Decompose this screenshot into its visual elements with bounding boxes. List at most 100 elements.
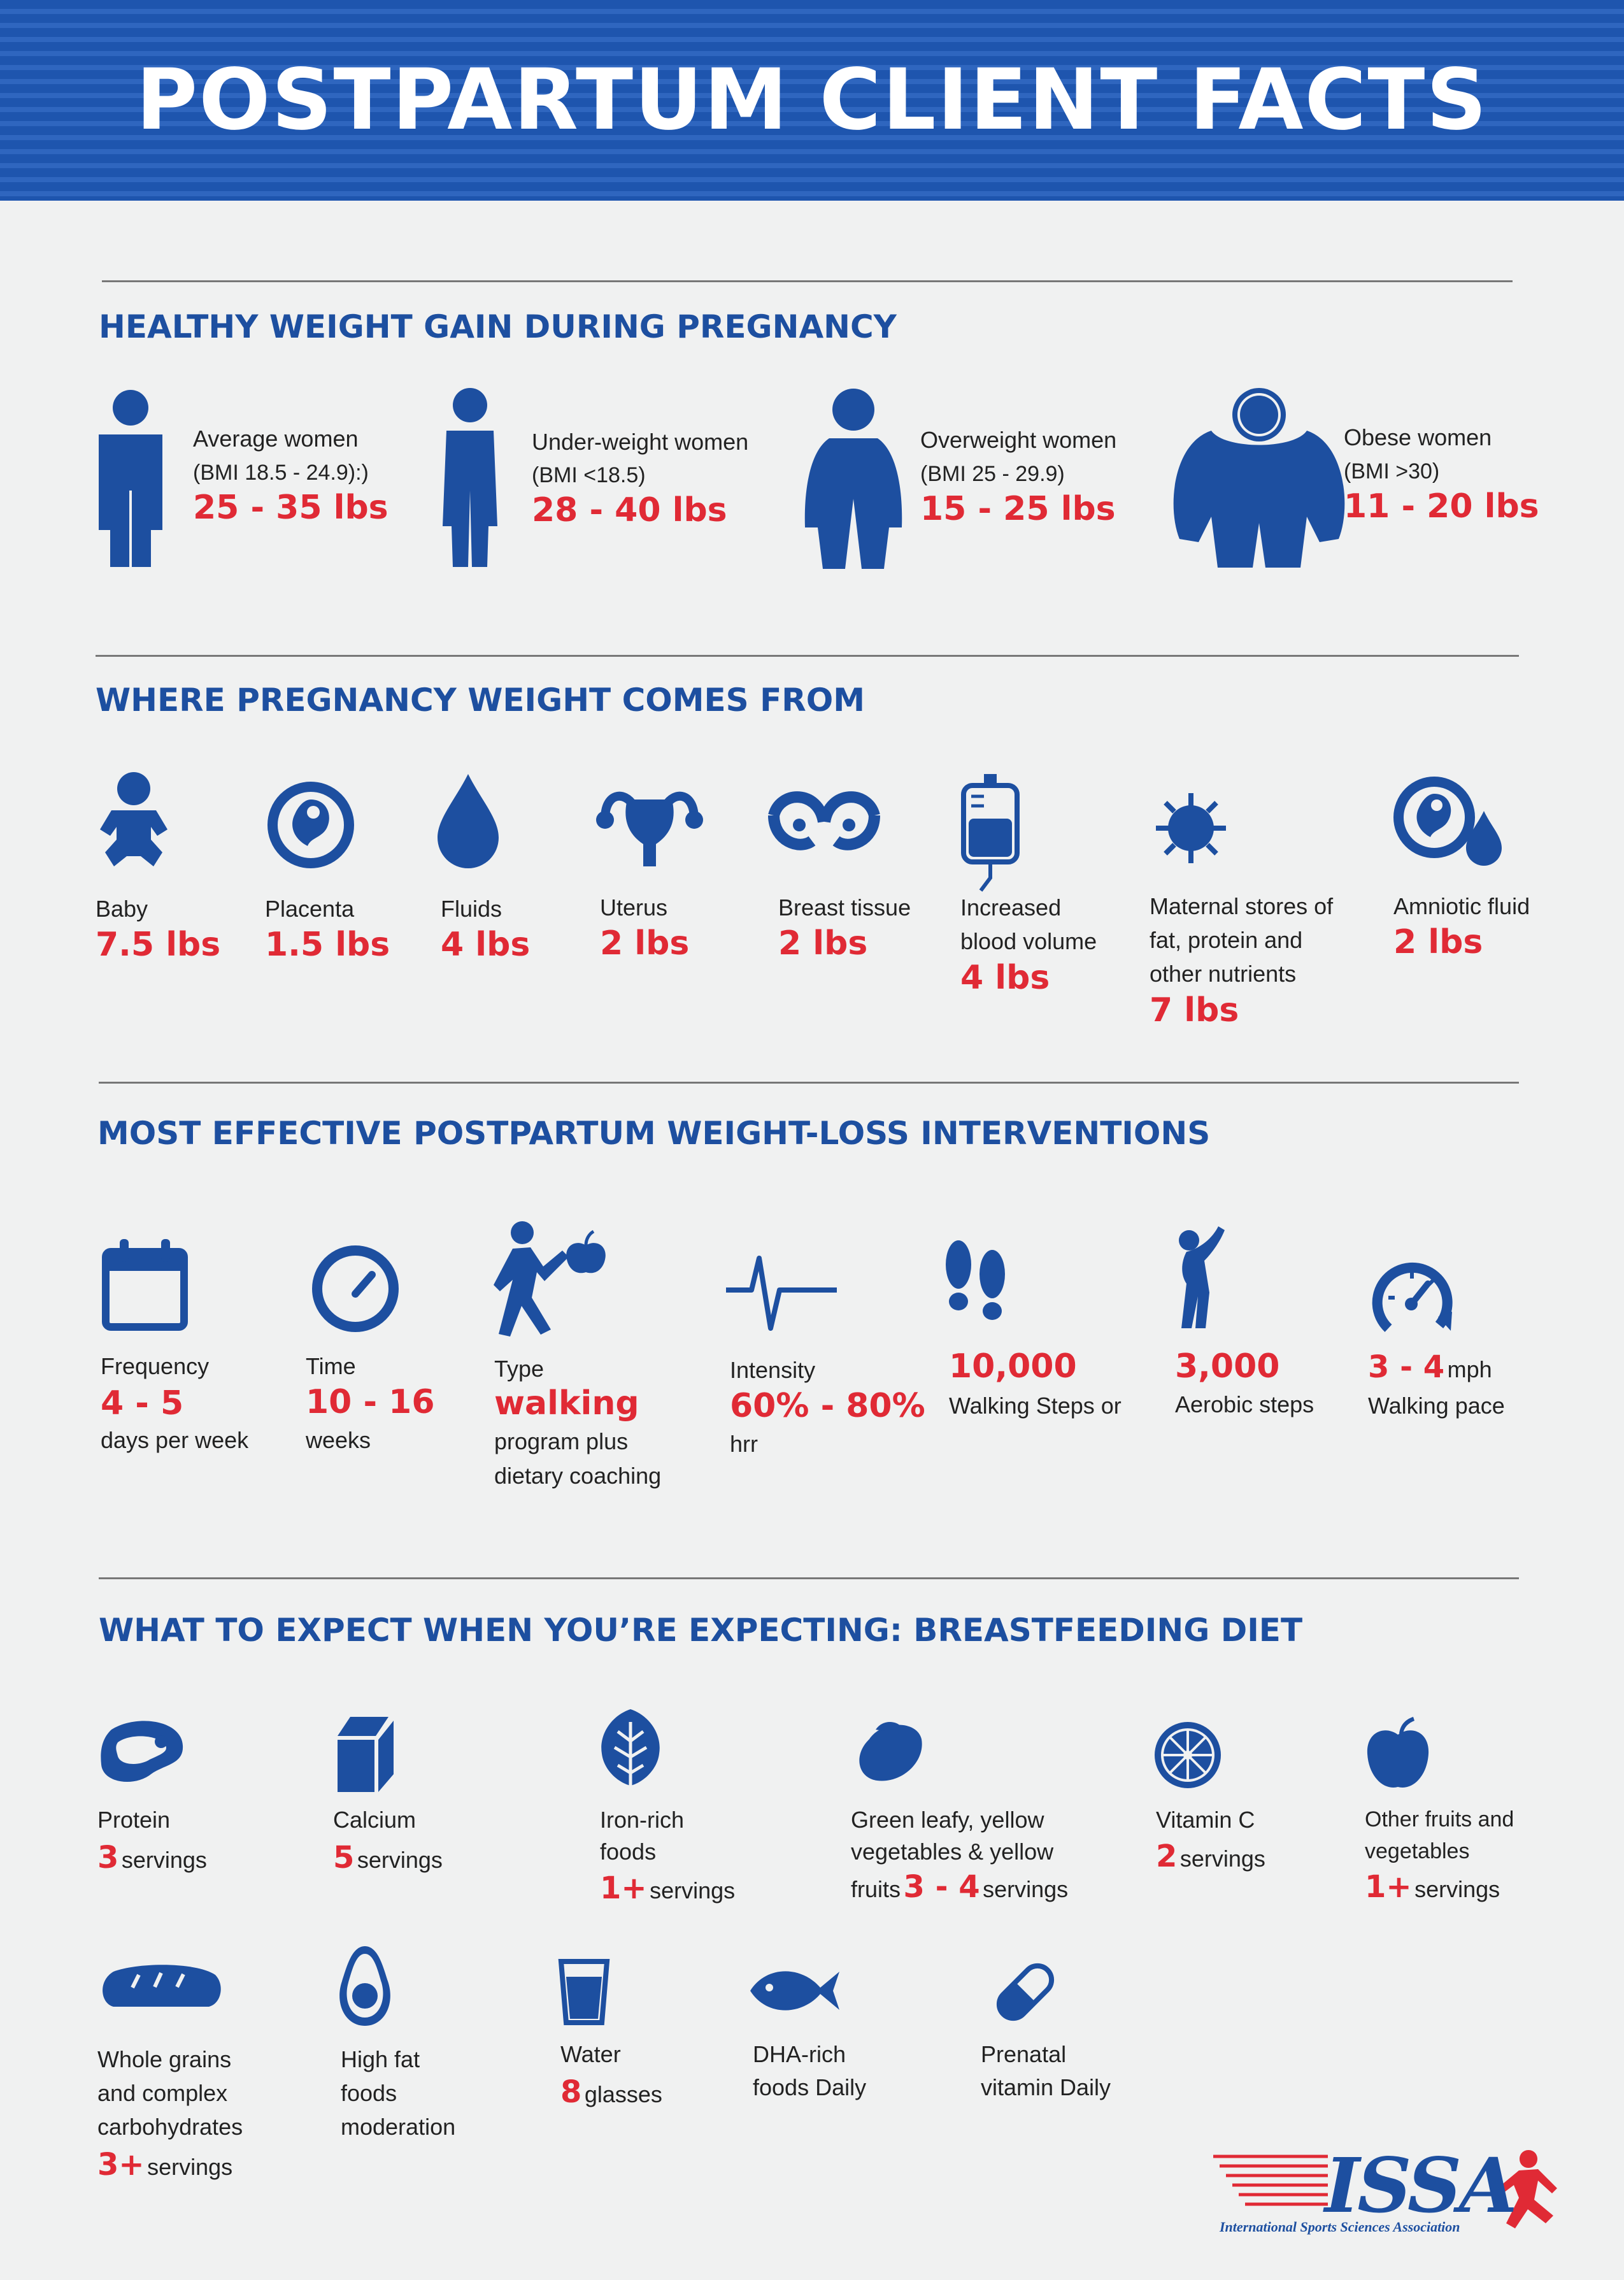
diet-label: foods Daily: [753, 2074, 867, 2100]
diet-serving: 3 servings: [97, 1840, 207, 1875]
diet-serving: 5 servings: [333, 1840, 443, 1875]
section-title-weight-gain: HEALTHY WEIGHT GAIN DURING PREGNANCY: [99, 308, 897, 345]
weight-gain-label: Average women: [193, 426, 359, 452]
diet-serving: fruits 3 - 4 servings: [851, 1869, 1068, 1905]
diet-serving-count: 8: [560, 2074, 582, 2110]
weight-source-label: Breast tissue: [778, 894, 911, 921]
header-banner: [0, 0, 1624, 201]
citrus-icon: [1155, 1722, 1221, 1788]
diet-serving: 2 servings: [1156, 1839, 1265, 1874]
intervention-value: 60% - 80%: [730, 1387, 925, 1425]
uterus-icon: [596, 791, 703, 866]
bread-icon: [103, 1965, 221, 2007]
intervention-detail: dietary coaching: [494, 1463, 662, 1489]
weight-source-label: Fluids: [441, 896, 502, 922]
weight-source-value: 4 lbs: [441, 926, 531, 964]
placenta-icon: [267, 782, 354, 868]
speedometer-icon: [1372, 1262, 1453, 1332]
intervention-value: 10,000: [949, 1347, 1077, 1386]
section-title-weight-source: WHERE PREGNANCY WEIGHT COMES FROM: [96, 682, 865, 719]
aerobic-figure-icon: [1179, 1226, 1225, 1328]
diet-label: moderation: [341, 2114, 456, 2140]
diet-serving-count: 1+: [600, 1870, 647, 1906]
diet-serving-unit: servings: [650, 1877, 736, 1904]
weight-gain-value: 25 - 35 lbs: [193, 489, 388, 527]
cell-icon: [1156, 793, 1226, 863]
clock-icon: [312, 1245, 399, 1332]
weight-gain-value: 15 - 25 lbs: [920, 490, 1116, 528]
diet-serving-unit: servings: [1414, 1876, 1500, 1902]
bmi-range: (BMI 25 - 29.9): [920, 462, 1065, 486]
diet-label: Water: [560, 2041, 621, 2067]
diet-serving-count: 3 - 4: [903, 1869, 980, 1905]
page-title: POSTPARTUM CLIENT FACTS: [136, 51, 1488, 149]
diet-label: DHA-rich: [753, 2041, 846, 2067]
intervention-detail: Aerobic steps: [1175, 1391, 1314, 1417]
obese-woman-icon: [1173, 388, 1345, 568]
weight-source-value: 2 lbs: [778, 924, 868, 963]
weight-source-label: Baby: [96, 896, 148, 922]
weight-source-label: other nutrients: [1150, 961, 1297, 987]
walker-apple-icon: [494, 1221, 606, 1337]
diet-serving: 8 glasses: [560, 2074, 662, 2110]
steak-icon: [101, 1721, 183, 1782]
capsule-icon: [996, 1963, 1055, 2021]
footprints-icon: [946, 1240, 1005, 1320]
diet-serving: 1+ servings: [1365, 1869, 1500, 1905]
diet-serving: 1+ servings: [600, 1870, 735, 1906]
diet-label: vegetables & yellow: [851, 1839, 1054, 1865]
diet-label: Whole grains: [97, 2046, 232, 2072]
diet-label: Other fruits and: [1365, 1807, 1514, 1832]
diet-serving-unit: servings: [357, 1847, 443, 1873]
intervention-value: 3,000: [1175, 1347, 1280, 1386]
intervention-detail: hrr: [730, 1431, 758, 1457]
weight-source-value: 1.5 lbs: [265, 926, 390, 964]
section-divider: [102, 280, 1513, 282]
weight-source-value: 2 lbs: [1393, 923, 1483, 961]
intervention-label: Type: [494, 1356, 545, 1382]
amniotic-fluid-icon: [1393, 777, 1502, 866]
baby-icon: [100, 772, 167, 866]
diet-label: Green leafy, yellow: [851, 1807, 1044, 1833]
section-title-interventions: MOST EFFECTIVE POSTPARTUM WEIGHT-LOSS IN…: [97, 1115, 1211, 1152]
diet-serving-count: 2: [1156, 1839, 1178, 1874]
intervention-detail: weeks: [306, 1427, 371, 1453]
overweight-woman-icon: [804, 389, 902, 569]
avocado-icon: [339, 1946, 390, 2026]
water-glass-icon: [558, 1959, 610, 2025]
diet-label: Prenatal: [981, 2041, 1067, 2067]
diet-serving-unit: servings: [1179, 1846, 1265, 1872]
weight-gain-label: Obese women: [1344, 424, 1492, 450]
weight-source-value: 2 lbs: [600, 924, 690, 963]
intervention-detail: Walking Steps or: [949, 1393, 1122, 1419]
diet-serving-count: 1+: [1365, 1869, 1412, 1905]
logo-tagline: International Sports Sciences Associatio…: [1220, 2219, 1460, 2235]
diet-serving-unit: glasses: [584, 2081, 662, 2107]
diet-label: Protein: [97, 1807, 171, 1833]
weight-source-label: Uterus: [600, 894, 668, 921]
diet-label: and complex: [97, 2080, 228, 2106]
intervention-detail: days per week: [101, 1427, 249, 1453]
diet-serving-count: 5: [333, 1840, 355, 1875]
bmi-range: (BMI >30): [1344, 459, 1440, 484]
diet-serving-count: 3+: [97, 2147, 145, 2183]
section-divider: [96, 655, 1519, 657]
logo-graphic: [1213, 2150, 1557, 2228]
intervention-value: 10 - 16: [306, 1383, 435, 1421]
diet-serving: 3+ servings: [97, 2147, 232, 2183]
intervention-unit: mph: [1447, 1356, 1492, 1382]
weight-source-label: Increased: [960, 894, 1062, 921]
underweight-woman-icon: [443, 388, 497, 567]
weight-source-label: fat, protein and: [1150, 927, 1303, 953]
diet-label: Calcium: [333, 1807, 417, 1833]
intervention-label: Frequency: [101, 1353, 210, 1379]
diet-serving-unit: servings: [983, 1876, 1069, 1902]
diet-serving-unit: servings: [121, 1847, 207, 1873]
diet-label: carbohydrates: [97, 2114, 243, 2140]
blood-bag-icon: [961, 774, 1020, 892]
weight-gain-value: 11 - 20 lbs: [1344, 487, 1539, 526]
diet-serving-unit: servings: [147, 2154, 233, 2180]
bmi-range: (BMI <18.5): [532, 463, 646, 487]
issa-logo: ISSA International Sports Sciences Assoc…: [1213, 2141, 1567, 2239]
weight-gain-value: 28 - 40 lbs: [532, 491, 727, 529]
